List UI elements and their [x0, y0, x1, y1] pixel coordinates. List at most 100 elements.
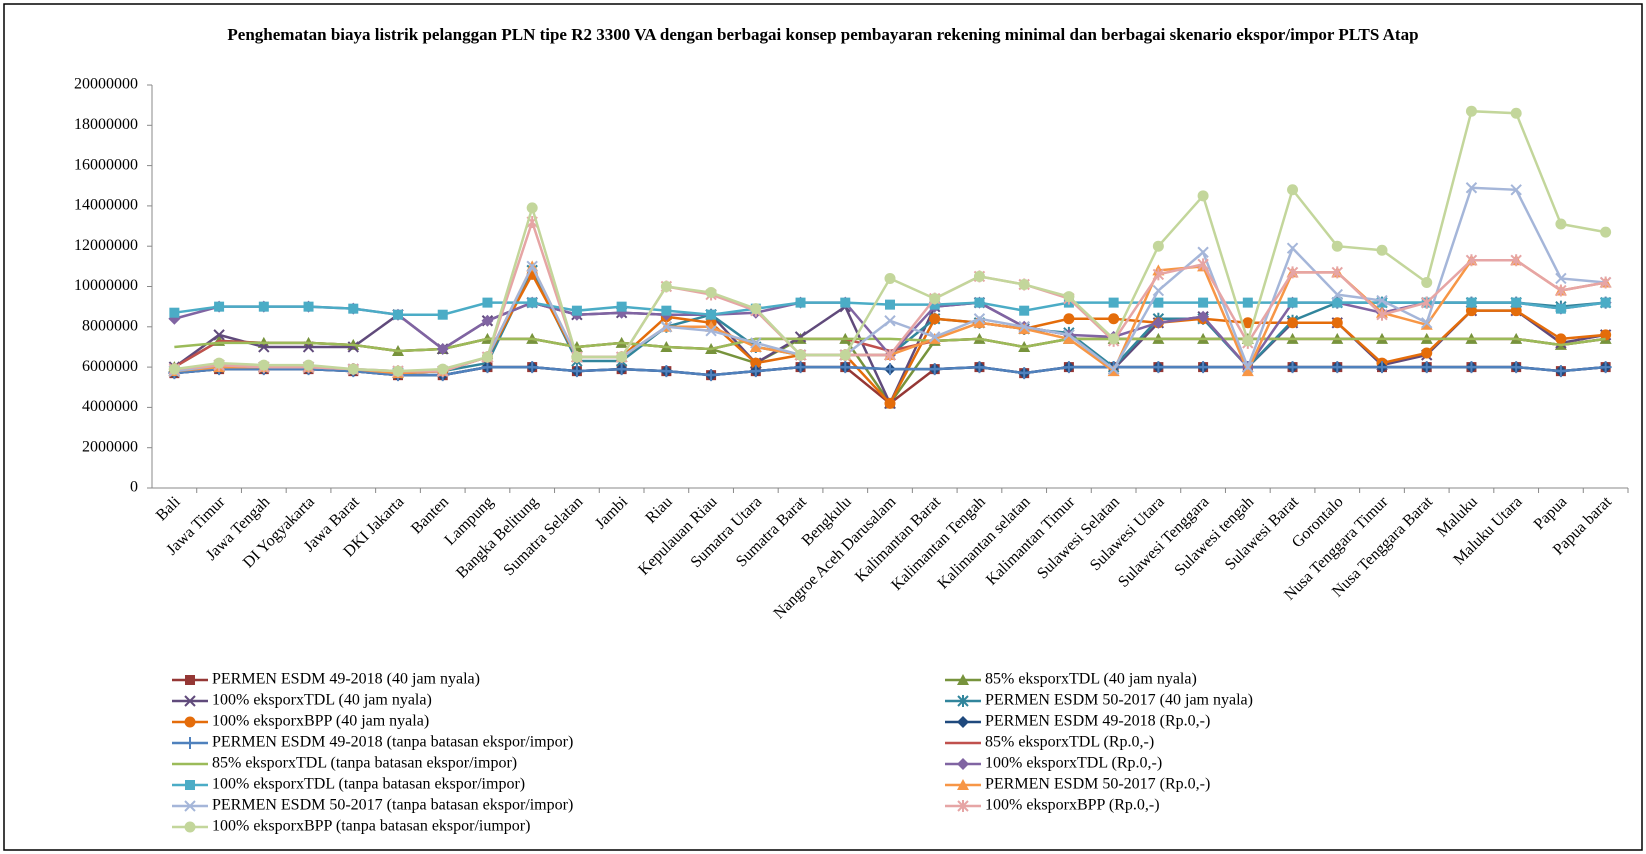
marker [1555, 272, 1567, 285]
marker [185, 675, 195, 685]
y-tick-label: 10000000 [74, 277, 138, 294]
marker [1377, 297, 1387, 308]
marker [884, 397, 896, 409]
marker [185, 780, 195, 790]
marker [616, 301, 627, 312]
legend-label: PERMEN ESDM 50-2017 (Rp.0,-) [985, 776, 1210, 793]
x-tick-label: Bali [153, 493, 184, 524]
marker [1063, 313, 1075, 325]
marker [1152, 316, 1165, 329]
marker [1331, 361, 1344, 374]
marker [1510, 305, 1522, 317]
marker [1465, 361, 1478, 374]
marker [929, 299, 940, 310]
marker [1062, 332, 1075, 344]
x-tick-label: Kepulauan Riau [635, 493, 720, 578]
marker [393, 309, 403, 320]
marker [928, 363, 941, 376]
marker [347, 363, 359, 375]
marker [1421, 347, 1433, 359]
marker [974, 297, 985, 308]
marker [1197, 190, 1209, 202]
marker [1287, 317, 1299, 329]
marker [615, 363, 628, 376]
marker [1599, 276, 1612, 289]
marker [660, 281, 672, 292]
marker [749, 365, 762, 378]
marker [526, 361, 539, 374]
marker [750, 337, 762, 349]
marker [795, 297, 806, 308]
marker [750, 303, 762, 315]
marker [571, 351, 583, 363]
marker [705, 325, 717, 337]
series-line [174, 337, 1606, 353]
marker [481, 351, 493, 363]
marker [1019, 305, 1030, 316]
marker [1197, 258, 1209, 271]
legend-label: 85% eksporxTDL (Rp.0,-) [985, 734, 1154, 751]
marker [795, 349, 807, 361]
marker [1152, 361, 1165, 374]
marker [973, 316, 986, 328]
marker [1600, 297, 1611, 308]
marker [1242, 297, 1253, 308]
legend-label: 100% eksporxBPP (Rp.0,-) [985, 797, 1160, 814]
marker [749, 340, 762, 352]
marker [973, 313, 986, 325]
marker [661, 305, 672, 316]
marker [1331, 317, 1343, 329]
y-tick-label: 0 [130, 479, 138, 496]
marker [436, 342, 449, 355]
marker [1554, 365, 1567, 378]
y-tick-label: 20000000 [74, 76, 138, 93]
marker [1108, 333, 1120, 345]
legend-label: 100% eksporxTDL (tanpa batasan ekspor/im… [212, 776, 525, 793]
y-tick-label: 8000000 [82, 317, 138, 334]
marker [184, 737, 196, 749]
marker [1376, 308, 1388, 321]
marker [571, 305, 582, 316]
marker [1420, 361, 1433, 374]
marker [526, 260, 538, 273]
legend-label: PERMEN ESDM 49-2018 (Rp.0,-) [985, 713, 1210, 730]
y-tick-label: 18000000 [74, 116, 138, 133]
marker [1599, 361, 1612, 374]
x-tick-label: Banten [408, 493, 452, 537]
marker [957, 674, 969, 685]
marker [1331, 266, 1343, 279]
marker [1152, 240, 1164, 252]
marker [1331, 240, 1343, 252]
marker [1107, 363, 1120, 375]
marker [1510, 184, 1522, 196]
y-tick-label: 12000000 [74, 237, 138, 254]
marker [884, 349, 896, 362]
marker [437, 309, 448, 320]
marker [482, 297, 493, 308]
marker [303, 359, 315, 371]
marker [957, 695, 969, 707]
legend-label: PERMEN ESDM 50-2017 (40 jam nyala) [985, 692, 1253, 709]
marker [1018, 321, 1030, 333]
marker [1152, 284, 1165, 297]
x-tick-label: Sumatra Selatan [500, 493, 586, 579]
marker [392, 365, 404, 377]
marker [1555, 218, 1567, 230]
marker [1063, 291, 1075, 303]
marker [794, 331, 807, 343]
marker [1421, 317, 1433, 329]
marker [1510, 107, 1522, 119]
marker [794, 361, 807, 374]
marker [1510, 361, 1523, 374]
marker [1511, 297, 1522, 308]
marker [1018, 278, 1030, 290]
marker [1197, 310, 1210, 323]
marker [1062, 361, 1075, 374]
legend-label: 100% eksporxTDL (40 jam nyala) [212, 692, 432, 709]
marker [570, 365, 583, 378]
marker [168, 363, 180, 375]
marker [973, 361, 986, 374]
chart-title: Penghematan biaya listrik pelanggan PLN … [227, 25, 1419, 44]
marker [1242, 335, 1254, 347]
marker [929, 293, 941, 305]
